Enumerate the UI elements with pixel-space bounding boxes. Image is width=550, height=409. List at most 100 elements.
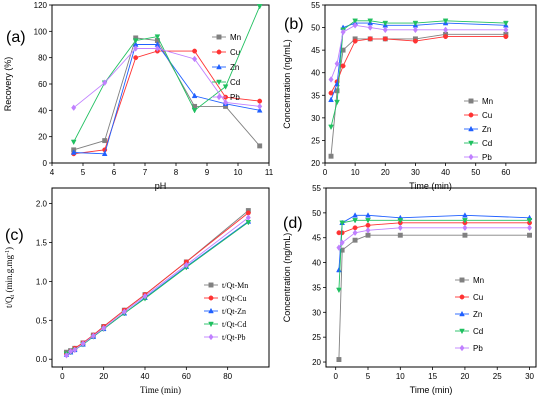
- legend-marker: [208, 307, 214, 314]
- series-zn: [328, 19, 509, 103]
- y-axis-title: t/Qt (min.g.mg-1): [4, 247, 16, 308]
- legend-marker: [468, 98, 474, 104]
- legend-marker: [459, 310, 465, 317]
- x-tick-label: 40: [441, 168, 450, 177]
- legend-marker: [459, 277, 465, 283]
- series-pb: [336, 224, 533, 251]
- y-tick-label: 20: [311, 159, 320, 168]
- y-tick-label: 35: [312, 283, 321, 292]
- x-tick-label: 30: [411, 168, 420, 177]
- data-point: [70, 149, 77, 155]
- data-point: [121, 308, 127, 316]
- legend-item: t/Qt-Pb: [204, 333, 246, 342]
- data-point: [183, 261, 189, 269]
- data-point: [352, 225, 358, 231]
- legend-label: Cd: [473, 327, 483, 336]
- series-line: [73, 6, 261, 143]
- legend-item: Cd: [455, 327, 483, 336]
- legend-item: Pb: [464, 153, 492, 162]
- x-tick-label: 20: [99, 372, 108, 381]
- series-zn: [336, 212, 533, 273]
- x-tick-label: 5: [81, 168, 86, 177]
- series-pb: [328, 22, 509, 83]
- data-point: [352, 218, 358, 224]
- data-point: [382, 20, 389, 27]
- data-point: [367, 18, 374, 24]
- data-point: [412, 26, 418, 34]
- y-tick-label: 20: [312, 358, 321, 367]
- x-tick-label: 20: [381, 168, 390, 177]
- legend-marker: [208, 333, 214, 341]
- legend-item: Cu: [212, 48, 240, 57]
- y-tick-label: 40: [311, 69, 320, 78]
- data-point: [367, 36, 373, 42]
- x-tick-label: 50: [471, 168, 480, 177]
- data-point: [527, 232, 532, 238]
- panel-label: (a): [6, 29, 26, 46]
- y-tick-label: 50: [311, 24, 320, 33]
- data-point: [101, 324, 107, 332]
- series-cd: [70, 4, 263, 146]
- legend-item: Pb: [455, 344, 483, 353]
- plot-frame: [324, 4, 537, 164]
- data-point: [339, 220, 345, 226]
- chart-panel-c: 0 20 40 60 80 0.0 0.5 1.0 1.5 2.0 Time (min) t/Qt (…: [4, 187, 270, 395]
- y-tick-label: 55: [311, 1, 320, 10]
- legend-item: Mn: [455, 276, 484, 285]
- data-point: [257, 98, 263, 104]
- data-point: [462, 232, 468, 238]
- legend-label: Pb: [473, 344, 483, 353]
- data-point: [154, 45, 160, 52]
- chart-panel-a: 4 5 6 7 8 9 10 11 0 20 40 60 80 100 120 pH Recovery (%) (…: [3, 1, 274, 191]
- data-point: [63, 352, 69, 359]
- legend-item: Zn: [212, 63, 239, 72]
- x-tick-label: 10: [396, 372, 405, 381]
- y-tick-label: 40: [312, 259, 321, 268]
- y-tick-label: 55: [312, 184, 321, 193]
- data-point: [382, 36, 388, 42]
- data-point: [352, 229, 358, 237]
- data-point: [191, 108, 198, 114]
- data-point: [256, 107, 263, 113]
- data-point: [256, 4, 263, 10]
- series-cu: [328, 34, 509, 96]
- x-tick-label: 6: [112, 168, 117, 177]
- legend-label: t/Qt-Mn: [222, 281, 248, 290]
- data-point: [367, 24, 373, 31]
- data-point: [222, 84, 229, 90]
- x-tick-label: 80: [223, 372, 232, 381]
- legend-label: Pb: [230, 93, 240, 102]
- x-tick-label: 25: [493, 372, 502, 381]
- legend-label: t/Qt-Cu: [222, 294, 246, 303]
- data-point: [245, 214, 251, 221]
- data-point: [142, 292, 148, 300]
- legend-item: Zn: [464, 125, 491, 134]
- data-point: [257, 143, 263, 149]
- x-tick-label: 30: [525, 372, 534, 381]
- legend-item: t/Qt-Cu: [204, 294, 246, 303]
- data-point: [257, 103, 263, 110]
- series-line: [66, 217, 249, 356]
- legend-item: Cu: [455, 293, 483, 302]
- x-tick-label: 7: [143, 168, 148, 177]
- data-point: [382, 26, 388, 34]
- x-tick-label: 4: [50, 168, 55, 177]
- series-cd: [328, 18, 509, 131]
- series-line: [338, 234, 530, 360]
- x-axis-title: Time (min): [140, 385, 181, 395]
- x-tick-label: 10: [351, 168, 360, 177]
- legend-label: Zn: [230, 63, 239, 72]
- legend-marker: [216, 79, 222, 86]
- panel-label: (c): [5, 227, 24, 244]
- data-point: [328, 124, 334, 131]
- data-point: [503, 26, 509, 34]
- y-axis-title: Recovery (%): [3, 57, 13, 112]
- plot-frame: [51, 187, 270, 368]
- data-point: [223, 99, 229, 106]
- x-tick-label: 8: [174, 168, 179, 177]
- series-pb: [71, 45, 263, 111]
- series-line: [330, 24, 506, 80]
- data-point: [352, 18, 358, 24]
- data-point: [133, 45, 139, 52]
- legend-marker: [459, 344, 465, 352]
